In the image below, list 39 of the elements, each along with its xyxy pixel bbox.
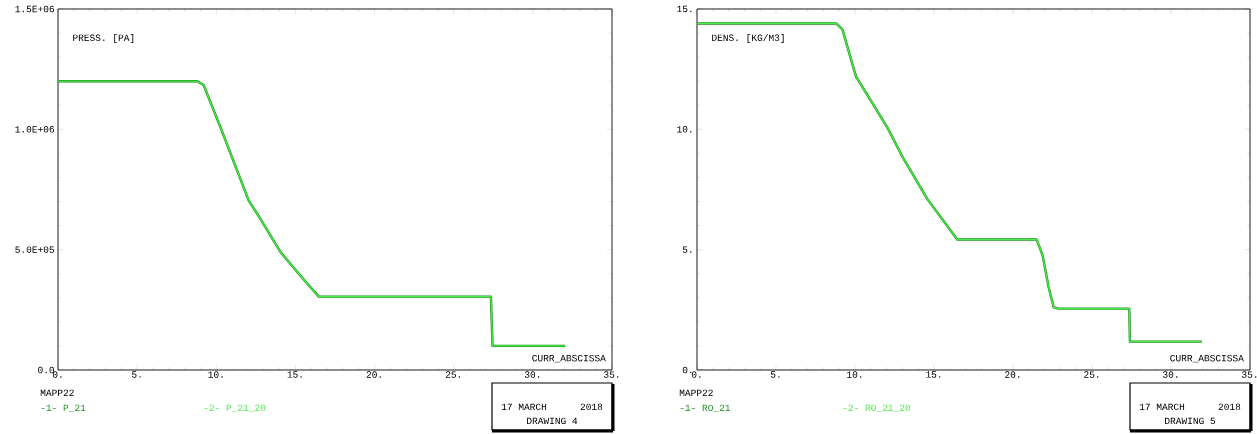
y-tick-label: 0.0 [38, 366, 55, 374]
text: -1- P_21 [41, 404, 86, 413]
x-tick-label: 35. [604, 371, 619, 378]
y-tick-label: 15. [677, 5, 692, 13]
x-tick-label: 25. [445, 371, 460, 378]
x-tick-label: 5. [770, 371, 780, 378]
x-tick-label: 15. [926, 371, 941, 378]
text: DRAWING 4 [527, 417, 578, 425]
y-axis-title: PRESS. [PA] [73, 34, 134, 43]
y-tick-label: 5.0E+05 [15, 246, 55, 253]
text: DRAWING 5 [1165, 417, 1216, 425]
text: 17 MARCH [501, 403, 547, 411]
x-tick-label: 0. [691, 371, 701, 378]
x-tick-label: 30. [1163, 371, 1178, 378]
text: 17 MARCH [1139, 403, 1185, 411]
x-tick-label: 20. [366, 371, 381, 378]
text: 2018 [1218, 403, 1241, 411]
text: MAPP22 [40, 389, 74, 396]
text: 2018 [580, 403, 603, 411]
text: MAPP22 [679, 389, 713, 396]
x-tick-label: 5. [132, 371, 141, 378]
x-axis-title: CURR_ABSCISSA [532, 354, 606, 363]
text: -2- RO_21_20 [843, 404, 911, 413]
y-axis-title: DENS. [KG/M3] [712, 34, 784, 43]
x-tick-label: 0. [52, 371, 62, 378]
x-tick-label: 20. [1005, 371, 1020, 378]
x-tick-label: 15. [287, 371, 302, 378]
x-tick-label: 10. [208, 371, 223, 378]
x-tick-label: 35. [1242, 371, 1257, 378]
y-tick-label: 5. [682, 246, 692, 253]
x-tick-label: 30. [524, 371, 540, 378]
x-tick-label: 10. [847, 371, 862, 378]
text: -2- P_21_20 [204, 404, 266, 413]
y-tick-label: 10. [677, 126, 692, 133]
y-tick-label: 1.5E+06 [15, 5, 55, 13]
y-tick-label: 1.0E+06 [15, 126, 55, 133]
x-tick-label: 25. [1084, 371, 1099, 378]
text: -1- RO_21 [680, 404, 731, 413]
x-axis-title: CURR_ABSCISSA [1170, 354, 1244, 363]
